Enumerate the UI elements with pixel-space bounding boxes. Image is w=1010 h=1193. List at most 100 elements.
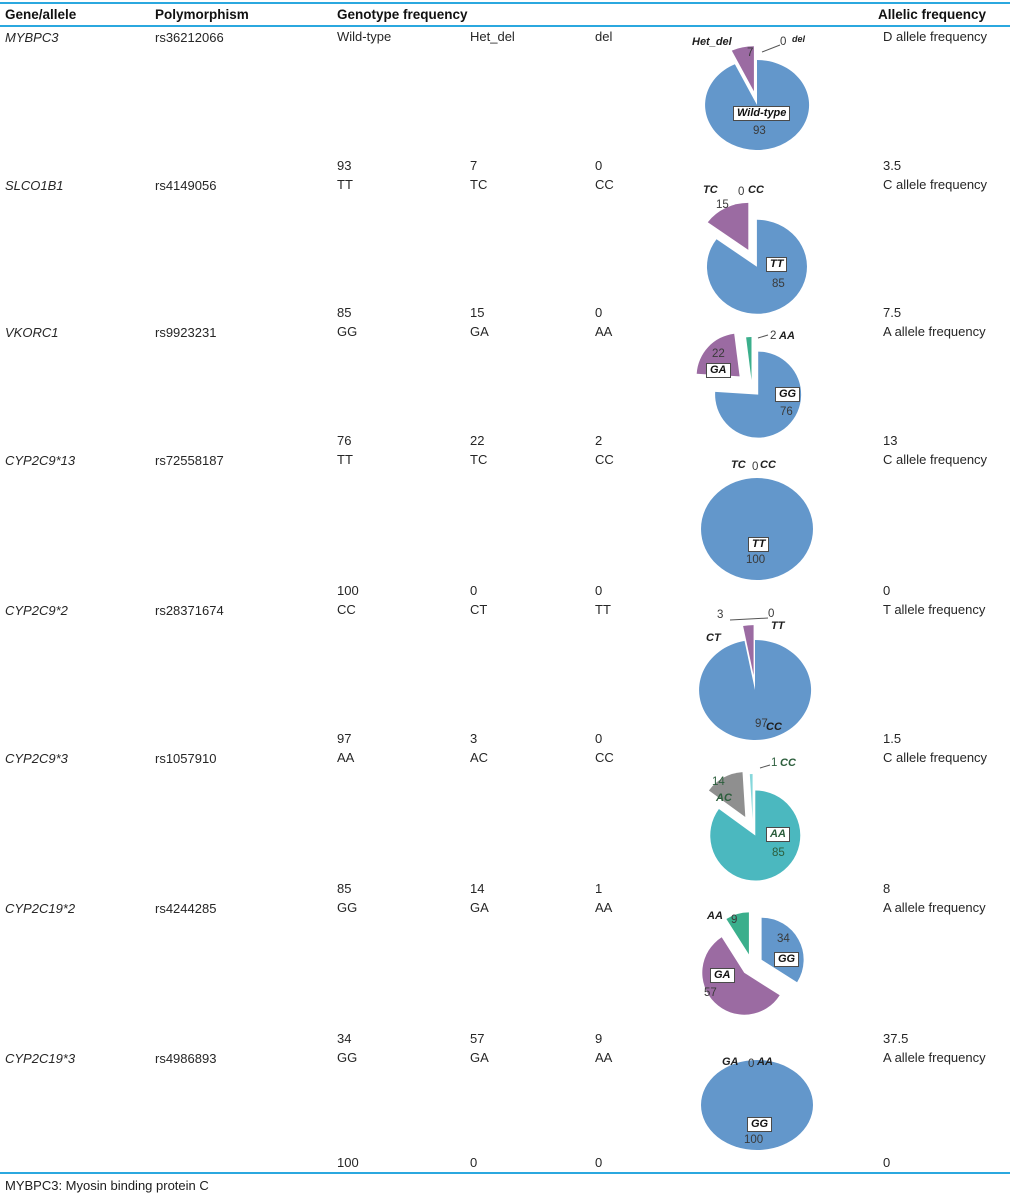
genotype-value: 100 <box>337 583 359 599</box>
genotype-cell: GA 22 <box>465 322 590 450</box>
genotype-cell: AA 0 <box>590 1048 665 1172</box>
pie-leader-line <box>759 764 771 769</box>
pie-leader-line <box>757 334 769 339</box>
genotype-label: TT <box>337 452 353 467</box>
pie-annotation: 0 <box>738 186 745 198</box>
pie-annotation: CC <box>766 721 782 733</box>
allelic-cell: A allele frequency 0 <box>878 1048 1010 1172</box>
gene-name: SLCO1B1 <box>5 178 64 193</box>
pie-slice-CC <box>749 774 753 819</box>
genotype-label: GA <box>470 324 489 339</box>
pie-svg <box>702 912 804 1015</box>
pie-annotation: 93 <box>753 125 766 137</box>
pie-annotation: 85 <box>772 847 785 859</box>
header-polymorphism: Polymorphism <box>155 7 249 22</box>
genotype-label: Het_del <box>470 29 515 44</box>
allelic-cell: C allele frequency 7.5 <box>878 175 1010 322</box>
pie-annotation: GG <box>747 1117 773 1132</box>
genotype-value: 85 <box>337 881 352 897</box>
pie-annotation: 22 <box>712 348 725 360</box>
allele-frequency-value: 0 <box>883 1155 891 1171</box>
allele-frequency-value: 1.5 <box>883 731 902 747</box>
genotype-value: 85 <box>337 305 352 321</box>
table-footnote: MYBPC3: Myosin binding protein C <box>5 1178 209 1193</box>
genotype-cell: AA 2 <box>590 322 665 450</box>
pie-slice-CC <box>699 639 812 740</box>
genotype-cell: GG 100 <box>332 1048 465 1172</box>
genotype-value: 0 <box>595 305 603 321</box>
genotype-value: 15 <box>470 305 485 321</box>
gene-cell: VKORC1 <box>0 322 150 450</box>
pie-annotation: 57 <box>704 987 717 999</box>
pie-annotation: AA <box>757 1056 773 1068</box>
pie-annotation: GG <box>775 387 801 402</box>
pie-annotation: 7 <box>747 47 754 59</box>
pie-cell: TC 0 CC TT 100 <box>665 450 878 600</box>
pie-annotation: 100 <box>746 554 766 566</box>
pie-annotation: 9 <box>731 914 738 926</box>
genotype-label: Wild-type <box>337 29 392 44</box>
genotype-label: AA <box>595 324 613 339</box>
table-row: CYP2C9*13 rs72558187 TT 100 TC 0 CC 0 TC… <box>0 450 1010 600</box>
genotype-cell: GA 0 <box>465 1048 590 1172</box>
gene-name: CYP2C19*3 <box>5 1051 76 1066</box>
allele-frequency-label: C allele frequency <box>883 177 988 192</box>
genotype-cell: GA 57 <box>465 898 590 1048</box>
genotype-value: 0 <box>595 158 603 174</box>
genotype-value: 22 <box>470 433 485 449</box>
pie-annotation: TT <box>748 537 770 552</box>
pie-slice-GG <box>715 351 802 438</box>
genotype-value: 76 <box>337 433 352 449</box>
polymorphism: rs36212066 <box>155 30 224 45</box>
pie-annotation: TT <box>766 257 788 272</box>
header-gene-allele: Gene/allele <box>5 7 77 22</box>
pie-cell: AA 9 34 GG GA 57 <box>665 898 878 1048</box>
genotype-label: AC <box>470 750 489 765</box>
pie-annotation: 85 <box>772 278 785 290</box>
genotype-label: CC <box>595 452 614 467</box>
genotype-cell: TC 15 <box>465 175 590 322</box>
genotype-label: GG <box>337 1050 358 1065</box>
genotype-value: 3 <box>470 731 478 747</box>
pie-svg <box>705 44 810 150</box>
genotype-label: CC <box>337 602 356 617</box>
pie-annotation: 0 <box>768 608 775 620</box>
genotype-label: AA <box>337 750 355 765</box>
genotype-label: TC <box>470 177 488 192</box>
pie-slice-TC <box>707 202 749 250</box>
pie-slice-TT <box>706 219 807 314</box>
pie-chart: GA 0 AA GG 100 <box>670 1056 878 1164</box>
pie-annotation: 76 <box>780 406 793 418</box>
allele-frequency-label: C allele frequency <box>883 750 988 765</box>
pie-chart: AA 9 34 GG GA 57 <box>670 906 878 1040</box>
allele-frequency-label: A allele frequency <box>883 324 986 339</box>
polymorphism-cell: rs1057910 <box>150 748 332 898</box>
pie-annotation: CC <box>780 757 796 769</box>
genotype-cell: TT 0 <box>590 600 665 748</box>
genotype-label: AA <box>595 1050 613 1065</box>
table-row: MYBPC3 rs36212066 Wild-type 93 Het_del 7… <box>0 27 1010 175</box>
pie-slice-GA <box>702 937 780 1015</box>
genotype-value: 9 <box>595 1031 603 1047</box>
table-row: CYP2C9*3 rs1057910 AA 85 AC 14 CC 1 1 CC 1… <box>0 748 1010 898</box>
gene-cell: SLCO1B1 <box>0 175 150 322</box>
allele-frequency-value: 7.5 <box>883 305 902 321</box>
pie-annotation: 0 <box>748 1058 755 1070</box>
gene-name: CYP2C9*2 <box>5 603 68 618</box>
genotype-value: 7 <box>470 158 478 174</box>
pie-svg <box>701 1060 813 1150</box>
polymorphism-cell: rs28371674 <box>150 600 332 748</box>
genotype-cell: CC 97 <box>332 600 465 748</box>
gene-name: MYBPC3 <box>5 30 59 45</box>
polymorphism-cell: rs4986893 <box>150 1048 332 1172</box>
pie-slice-GG <box>761 917 804 983</box>
genotype-cell: AA 85 <box>332 748 465 898</box>
genotype-value: 14 <box>470 881 485 897</box>
gene-cell: MYBPC3 <box>0 27 150 175</box>
allele-frequency-label: A allele frequency <box>883 1050 986 1065</box>
pie-slice-AA <box>710 790 801 881</box>
pie-leader-line <box>729 617 769 621</box>
pie-chart: 1 CC 14 AC AA 85 <box>670 756 878 890</box>
genotype-label: GG <box>337 900 358 915</box>
polymorphism: rs28371674 <box>155 603 224 618</box>
